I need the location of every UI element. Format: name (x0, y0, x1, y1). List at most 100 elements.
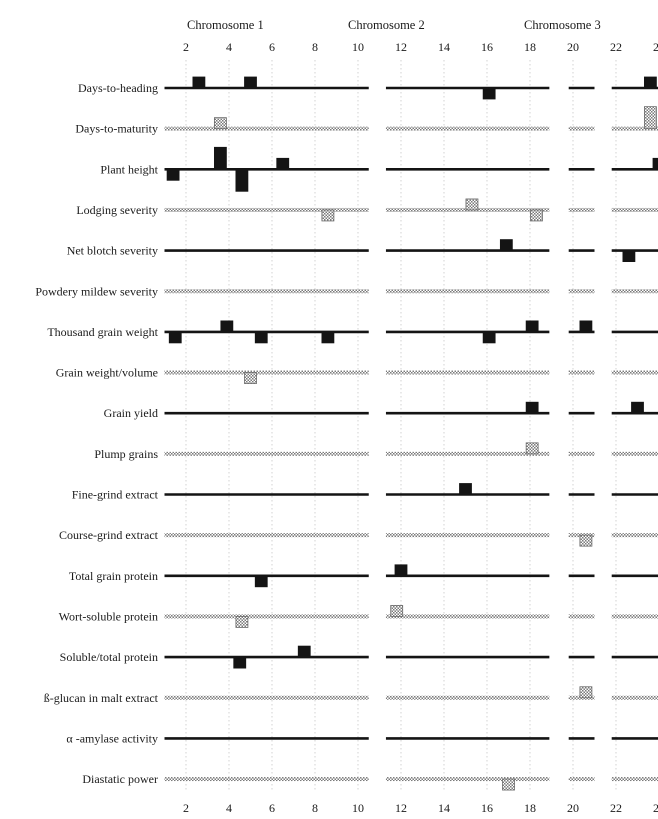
qtl-marker (631, 401, 644, 414)
chromosome-bar (164, 289, 369, 294)
qtl-marker (254, 331, 268, 344)
top-tick-label: 12 (395, 40, 407, 54)
top-tick-label: 2 (183, 40, 189, 54)
qtl-marker (482, 87, 496, 100)
bottom-tick-label: 10 (352, 801, 364, 815)
chromosome-3-label: Chromosome 3 (524, 18, 601, 32)
bottom-tick-label: 2 (183, 801, 189, 815)
qtl-markers (166, 76, 658, 791)
top-tick-label: 10 (352, 40, 364, 54)
bottom-tick-label: 12 (395, 801, 407, 815)
chromosome-bar (568, 777, 595, 782)
qtl-marker (235, 616, 249, 628)
qtl-marker (321, 331, 335, 344)
qtl-marker (525, 320, 539, 333)
qtl-marker (579, 320, 593, 333)
trait-label: Net blotch severity (67, 244, 158, 258)
chromosome-bar (164, 614, 369, 619)
bottom-tick-label: 4 (226, 801, 232, 815)
chromosome-bar (164, 126, 369, 131)
bottom-tick-label: 14 (438, 801, 450, 815)
qtl-marker (502, 778, 515, 791)
qtl-marker (390, 605, 404, 617)
trait-label: Wort-soluble protein (59, 609, 158, 623)
bottom-tick-label: 18 (524, 801, 536, 815)
trait-label: Days-to-heading (78, 81, 158, 95)
chromosome-bar (611, 451, 658, 456)
trait-label: Grain yield (104, 406, 158, 420)
top-axis-ticks: 24681012141618202224 (183, 40, 658, 54)
chromosome-bar (385, 126, 550, 131)
chromosome-bar (611, 695, 658, 700)
qtl-marker (622, 250, 636, 263)
chromosome-bar (611, 207, 658, 212)
bottom-tick-label: 24 (653, 801, 658, 815)
chromosome-2-label: Chromosome 2 (348, 18, 425, 32)
trait-label: Thousand grain weight (47, 325, 158, 339)
qtl-marker (530, 209, 543, 222)
trait-label: Grain weight/volume (56, 366, 158, 380)
qtl-marker (244, 76, 257, 89)
trait-label: Powdery mildew severity (35, 284, 158, 298)
trait-label: Plump grains (94, 447, 158, 461)
chromosome-bar (568, 126, 595, 131)
chromosome-bar (611, 126, 658, 131)
qtl-marker (525, 442, 539, 455)
trait-labels: Days-to-heading Days-to-maturity Plant hei… (35, 81, 158, 786)
bottom-tick-label: 8 (312, 801, 318, 815)
chromosome-bar (164, 695, 369, 700)
qtl-marker (579, 686, 593, 699)
chromosome-bar (385, 451, 550, 456)
qtl-marker (525, 401, 539, 414)
qtl-marker (235, 168, 249, 192)
trait-label: Diastatic power (82, 772, 158, 786)
chromosome-bar (164, 370, 369, 375)
chromosome-bar (568, 451, 595, 456)
bottom-tick-label: 16 (481, 801, 493, 815)
qtl-marker (168, 331, 182, 344)
qtl-marker (220, 320, 234, 333)
qtl-marker (499, 239, 513, 252)
chromosome-bar (568, 370, 595, 375)
top-tick-label: 8 (312, 40, 318, 54)
qtl-marker (244, 372, 257, 384)
chromosome-bar (385, 289, 550, 294)
top-tick-label: 16 (481, 40, 493, 54)
trait-label: Days-to-maturity (75, 122, 158, 136)
chromosome-bar (164, 533, 369, 538)
chromosome-bar (568, 207, 595, 212)
qtl-marker (297, 645, 311, 658)
trait-label: Lodging severity (76, 203, 158, 217)
qtl-marker (213, 117, 227, 130)
trait-label: α -amylase activity (66, 731, 158, 745)
chromosome-bar (611, 614, 658, 619)
top-tick-label: 22 (610, 40, 622, 54)
chromosome-bar (568, 289, 595, 294)
top-tick-label: 4 (226, 40, 232, 54)
qtl-marker (579, 534, 593, 547)
qtl-marker (394, 564, 408, 577)
top-tick-label: 6 (269, 40, 275, 54)
trait-label: Course-grind extract (59, 528, 159, 542)
qtl-marker (254, 575, 268, 588)
qtl-marker (213, 146, 227, 170)
chromosome-bar (164, 777, 369, 782)
chromosome-1-label: Chromosome 1 (187, 18, 264, 32)
trait-label: Plant height (100, 162, 158, 176)
qtl-marker (166, 168, 180, 181)
bottom-axis-ticks: 24681012141618202224 (183, 801, 658, 815)
qtl-marker (276, 157, 290, 170)
trait-label: Total grain protein (69, 569, 158, 583)
qtl-marker (652, 157, 658, 170)
bottom-tick-label: 6 (269, 801, 275, 815)
trait-label: Soluble/total protein (60, 650, 158, 664)
qtl-marker (644, 106, 657, 130)
chromosome-bar (385, 777, 550, 782)
top-tick-label: 14 (438, 40, 450, 54)
qtl-marker (321, 209, 335, 222)
chromosome-bar (568, 614, 595, 619)
bottom-tick-label: 20 (567, 801, 579, 815)
bottom-tick-label: 22 (610, 801, 622, 815)
chromosome-segments (164, 86, 658, 782)
chromosome-bar (611, 289, 658, 294)
